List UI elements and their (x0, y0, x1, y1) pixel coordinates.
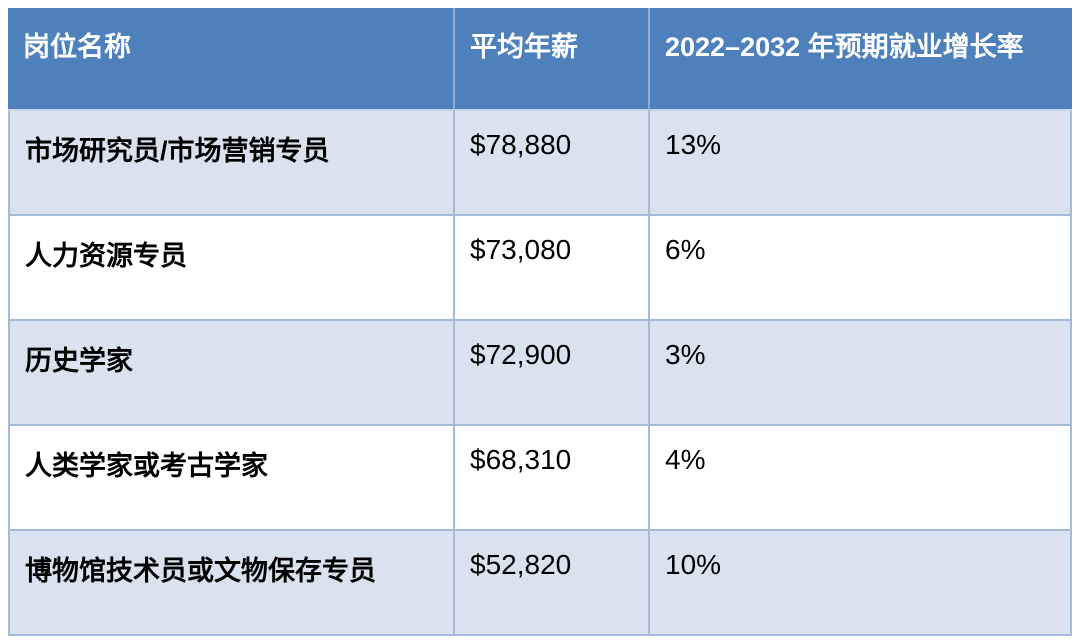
table-cell-job: 博物馆技术员或文物保存专员 (8, 531, 455, 636)
column-header-employment-growth: 2022–2032 年预期就业增长率 (650, 8, 1072, 111)
table-cell-growth: 10% (650, 531, 1072, 636)
table-cell-salary: $68,310 (455, 426, 650, 531)
table-cell-salary: $78,880 (455, 111, 650, 216)
table-cell-salary: $73,080 (455, 216, 650, 321)
column-header-job-title: 岗位名称 (8, 8, 455, 111)
table-cell-job: 人力资源专员 (8, 216, 455, 321)
table-cell-growth: 3% (650, 321, 1072, 426)
table-cell-growth: 6% (650, 216, 1072, 321)
table-cell-salary: $72,900 (455, 321, 650, 426)
table-cell-growth: 4% (650, 426, 1072, 531)
table-cell-job: 市场研究员/市场营销专员 (8, 111, 455, 216)
table-cell-job: 人类学家或考古学家 (8, 426, 455, 531)
column-header-average-salary: 平均年薪 (455, 8, 650, 111)
table-cell-growth: 13% (650, 111, 1072, 216)
table-cell-job: 历史学家 (8, 321, 455, 426)
jobs-salary-growth-table: 岗位名称 平均年薪 2022–2032 年预期就业增长率 市场研究员/市场营销专… (8, 8, 1072, 636)
table-cell-salary: $52,820 (455, 531, 650, 636)
